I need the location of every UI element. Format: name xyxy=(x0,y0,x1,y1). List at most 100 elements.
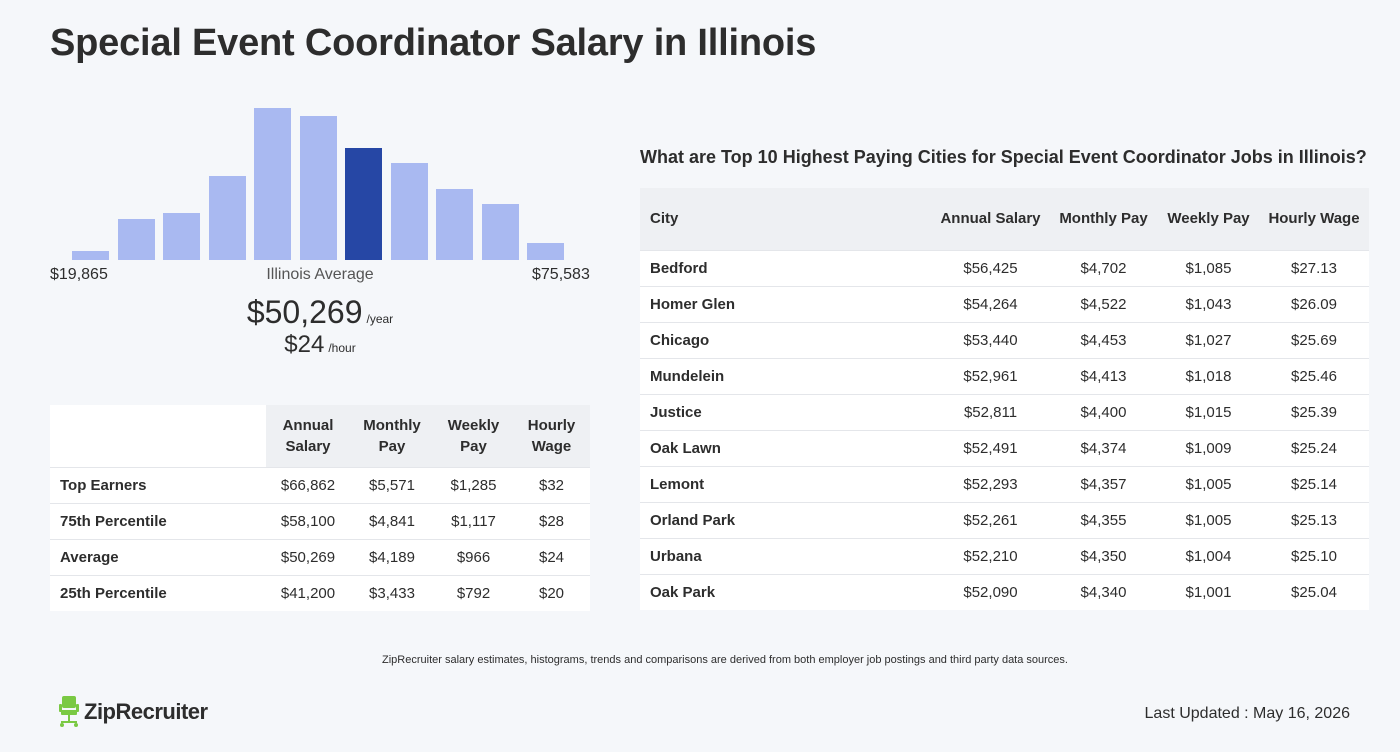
annual-cell: $56,425 xyxy=(932,249,1049,286)
histogram-bar xyxy=(390,163,428,260)
hourly-cell: $26.09 xyxy=(1259,285,1369,322)
hourly-cell: $20 xyxy=(513,574,590,611)
monthly-cell: $4,400 xyxy=(1049,393,1158,430)
table-row: Lemont $52,293 $4,357 $1,005 $25.14 xyxy=(640,465,1369,502)
hourly-cell: $25.69 xyxy=(1259,321,1369,358)
cities-header-row: City Annual Salary Monthly Pay Weekly Pa… xyxy=(640,188,1369,250)
city-cell[interactable]: Homer Glen xyxy=(640,285,932,322)
annual-cell: $52,090 xyxy=(932,573,1049,610)
percentile-header-blank xyxy=(50,405,266,467)
percentile-table: Annual Salary Monthly Pay Weekly Pay Hou… xyxy=(50,405,590,611)
cities-header-city: City xyxy=(640,188,932,250)
weekly-cell: $1,005 xyxy=(1158,465,1259,502)
weekly-cell: $1,018 xyxy=(1158,357,1259,394)
hourly-cell: $25.24 xyxy=(1259,429,1369,466)
table-row: Top Earners $66,862 $5,571 $1,285 $32 xyxy=(50,466,590,503)
histogram-bar xyxy=(208,176,246,260)
monthly-cell: $3,433 xyxy=(350,574,434,611)
hourly-cell: $27.13 xyxy=(1259,249,1369,286)
table-row: Bedford $56,425 $4,702 $1,085 $27.13 xyxy=(640,249,1369,286)
weekly-cell: $1,043 xyxy=(1158,285,1259,322)
histogram-bar xyxy=(72,251,109,260)
monthly-cell: $4,374 xyxy=(1049,429,1158,466)
monthly-cell: $4,841 xyxy=(350,502,434,539)
annual-cell: $41,200 xyxy=(266,574,350,611)
cities-header-weekly: Weekly Pay xyxy=(1158,188,1259,250)
city-cell[interactable]: Oak Lawn xyxy=(640,429,932,466)
city-cell[interactable]: Chicago xyxy=(640,321,932,358)
city-cell[interactable]: Bedford xyxy=(640,249,932,286)
weekly-cell: $1,085 xyxy=(1158,249,1259,286)
average-hourly-unit: /hour xyxy=(328,341,356,355)
monthly-cell: $4,702 xyxy=(1049,249,1158,286)
weekly-cell: $1,117 xyxy=(434,502,513,539)
annual-cell: $50,269 xyxy=(266,538,350,575)
average-annual: $50,269/year xyxy=(50,294,590,331)
salary-histogram xyxy=(72,100,572,260)
cities-header-hourly: Hourly Wage xyxy=(1259,188,1369,250)
weekly-cell: $966 xyxy=(434,538,513,575)
table-row: Justice $52,811 $4,400 $1,015 $25.39 xyxy=(640,393,1369,430)
annual-cell: $52,811 xyxy=(932,393,1049,430)
city-cell[interactable]: Mundelein xyxy=(640,357,932,394)
average-hourly-value: $24 xyxy=(284,331,325,358)
weekly-cell: $1,009 xyxy=(1158,429,1259,466)
histogram-bar xyxy=(481,204,519,260)
chair-icon xyxy=(59,696,79,727)
logo-text: ZipRecruiter xyxy=(84,699,208,724)
table-row: Orland Park $52,261 $4,355 $1,005 $25.13 xyxy=(640,501,1369,538)
annual-cell: $66,862 xyxy=(266,466,350,503)
annual-cell: $52,491 xyxy=(932,429,1049,466)
table-row: 25th Percentile $41,200 $3,433 $792 $20 xyxy=(50,574,590,611)
weekly-cell: $1,027 xyxy=(1158,321,1259,358)
annual-cell: $52,261 xyxy=(932,501,1049,538)
annual-cell: $52,293 xyxy=(932,465,1049,502)
table-row: Chicago $53,440 $4,453 $1,027 $25.69 xyxy=(640,321,1369,358)
table-row: Mundelein $52,961 $4,413 $1,018 $25.46 xyxy=(640,357,1369,394)
percentile-header-row: Annual Salary Monthly Pay Weekly Pay Hou… xyxy=(50,405,590,467)
last-updated: Last Updated : May 16, 2026 xyxy=(1144,705,1350,722)
hourly-cell: $25.39 xyxy=(1259,393,1369,430)
hourly-cell: $24 xyxy=(513,538,590,575)
row-label: 25th Percentile xyxy=(50,574,266,611)
city-cell[interactable]: Lemont xyxy=(640,465,932,502)
table-row: Urbana $52,210 $4,350 $1,004 $25.10 xyxy=(640,537,1369,574)
weekly-cell: $1,001 xyxy=(1158,573,1259,610)
footnote: ZipRecruiter salary estimates, histogram… xyxy=(382,654,1068,666)
histogram-bar xyxy=(345,148,382,260)
city-cell[interactable]: Orland Park xyxy=(640,501,932,538)
city-cell[interactable]: Oak Park xyxy=(640,573,932,610)
histogram-bar xyxy=(436,189,473,260)
weekly-cell: $1,285 xyxy=(434,466,513,503)
row-label: Average xyxy=(50,538,266,575)
histogram-bar xyxy=(299,116,337,260)
table-row: Oak Lawn $52,491 $4,374 $1,009 $25.24 xyxy=(640,429,1369,466)
hourly-cell: $28 xyxy=(513,502,590,539)
city-cell[interactable]: Urbana xyxy=(640,537,932,574)
histogram-bar xyxy=(117,219,155,260)
monthly-cell: $4,453 xyxy=(1049,321,1158,358)
hourly-cell: $25.10 xyxy=(1259,537,1369,574)
annual-cell: $54,264 xyxy=(932,285,1049,322)
weekly-cell: $1,015 xyxy=(1158,393,1259,430)
monthly-cell: $4,413 xyxy=(1049,357,1158,394)
cities-header-annual: Annual Salary xyxy=(932,188,1049,250)
monthly-cell: $4,522 xyxy=(1049,285,1158,322)
histogram-average-label: Illinois Average xyxy=(266,266,374,283)
percentile-header-weekly: Weekly Pay xyxy=(434,405,513,467)
cities-table: City Annual Salary Monthly Pay Weekly Pa… xyxy=(640,188,1369,610)
monthly-cell: $4,189 xyxy=(350,538,434,575)
average-annual-unit: /year xyxy=(366,312,394,326)
annual-cell: $52,210 xyxy=(932,537,1049,574)
city-cell[interactable]: Justice xyxy=(640,393,932,430)
annual-cell: $53,440 xyxy=(932,321,1049,358)
percentile-header-hourly: Hourly Wage xyxy=(513,405,590,467)
weekly-cell: $1,004 xyxy=(1158,537,1259,574)
histogram-min-label: $19,865 xyxy=(50,266,108,283)
ziprecruiter-logo[interactable]: ZipRecruiter xyxy=(58,696,208,728)
page-title: Special Event Coordinator Salary in Illi… xyxy=(50,22,817,64)
table-row: 75th Percentile $58,100 $4,841 $1,117 $2… xyxy=(50,502,590,539)
hourly-cell: $25.04 xyxy=(1259,573,1369,610)
weekly-cell: $792 xyxy=(434,574,513,611)
table-row: Oak Park $52,090 $4,340 $1,001 $25.04 xyxy=(640,573,1369,610)
